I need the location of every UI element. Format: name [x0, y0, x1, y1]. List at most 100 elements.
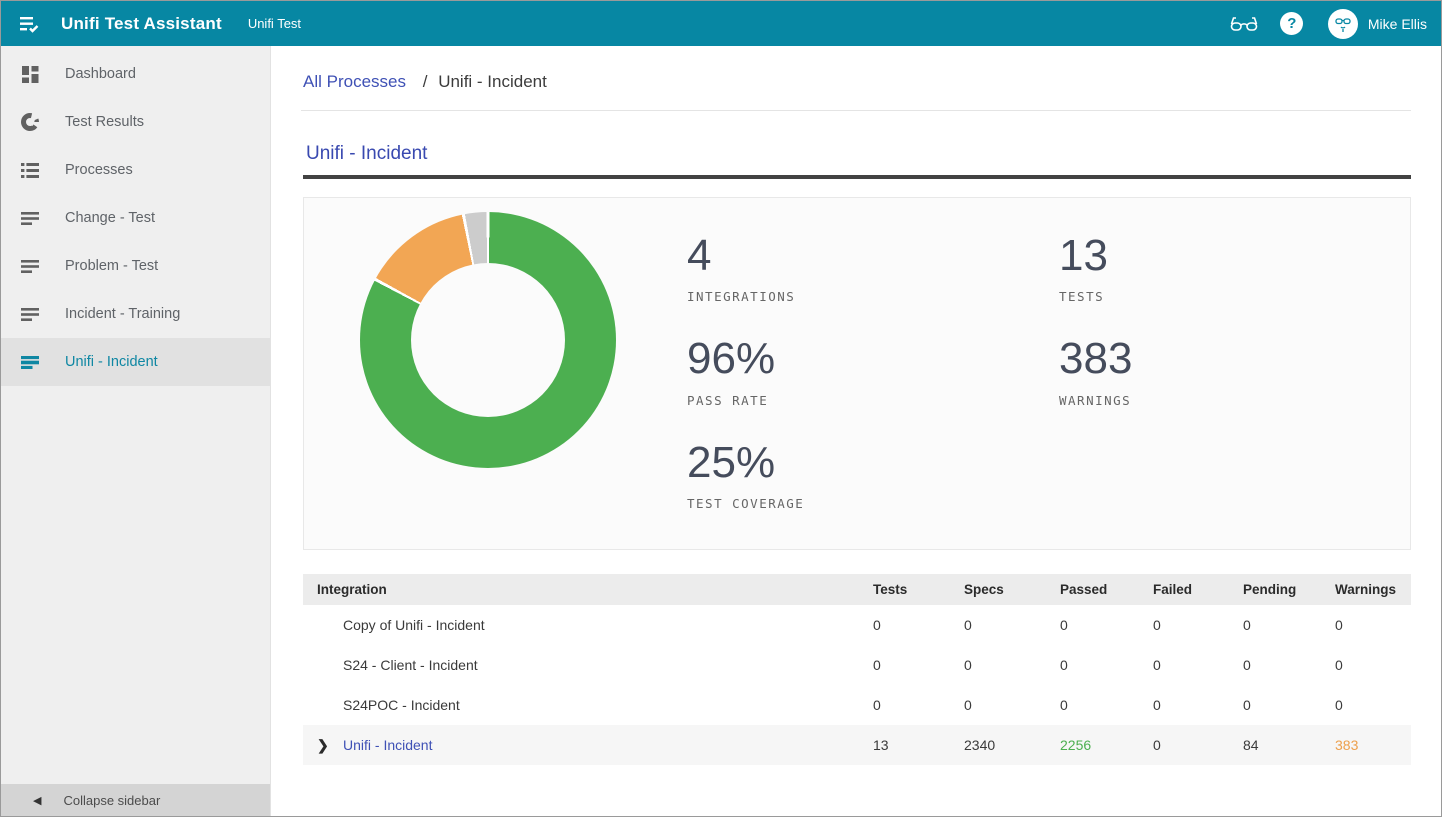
breadcrumb-current: Unifi - Incident	[438, 72, 547, 91]
stat-test-coverage: 25% TEST COVERAGE	[687, 437, 805, 512]
stat-label: PASS RATE	[687, 392, 769, 408]
column-header-passed: Passed	[1060, 582, 1108, 597]
column-header-tests: Tests	[873, 582, 908, 597]
stat-pass-rate: 96% PASS RATE	[687, 334, 804, 408]
sidebar-item-incident-training[interactable]: Incident - Training	[1, 290, 270, 338]
table-header-row: Integration Tests Specs Passed Failed Pending…	[303, 574, 1411, 605]
breadcrumb-all-processes-link[interactable]: All Processes	[303, 72, 406, 91]
stat-warnings: 383 WARNINGS	[1059, 334, 1133, 408]
table-row-unifi-incident: ❯ Unifi - Incident 13 2340 2256 0 84 383	[303, 725, 1411, 765]
stat-value: 96%	[687, 334, 776, 384]
collapse-arrow-icon: ◀	[33, 794, 42, 807]
donut-hole	[411, 263, 565, 417]
warnings-cell: 383	[1335, 737, 1359, 753]
menu-check-icon[interactable]	[15, 9, 45, 39]
summary-card: 4 INTEGRATIONS 96% PASS RATE 25% TEST COVERAG…	[303, 197, 1411, 550]
avatar[interactable]	[1327, 8, 1358, 39]
sidebar: Dashboard Test Results Processes Change - T…	[1, 46, 271, 816]
notes-icon	[21, 305, 39, 323]
tests-cell: 13	[873, 737, 889, 753]
specs-cell: 0	[964, 617, 972, 633]
sidebar-items: Dashboard Test Results Processes Change - T…	[1, 46, 270, 784]
expand-chevron-icon[interactable]: ❯	[317, 736, 329, 753]
sidebar-item-label: Test Results	[65, 114, 144, 130]
integration-name: S24POC - Incident	[343, 697, 460, 713]
column-header-warnings: Warnings	[1335, 582, 1397, 597]
notes-icon	[21, 257, 39, 275]
failed-cell: 0	[1153, 737, 1161, 753]
passed-cell: 0	[1060, 617, 1068, 633]
stat-label: WARNINGS	[1059, 392, 1132, 408]
passed-cell: 2256	[1060, 737, 1092, 753]
title-rule	[303, 175, 1411, 179]
top-app-bar: Unifi Test Assistant Unifi Test ? Mike E…	[1, 1, 1441, 46]
specs-cell: 2340	[964, 737, 996, 753]
tests-cell: 0	[873, 657, 881, 673]
breadcrumb-divider	[301, 110, 1411, 111]
integration-name: Copy of Unifi - Incident	[343, 617, 485, 633]
sidebar-item-label: Unifi - Incident	[65, 354, 158, 370]
sidebar-item-label: Problem - Test	[65, 258, 159, 274]
stat-value: 13	[1059, 231, 1108, 280]
sidebar-item-test-results[interactable]: Test Results	[1, 98, 270, 146]
breadcrumb: All Processes / Unifi - Incident	[271, 46, 1441, 92]
notes-icon	[21, 353, 39, 371]
integration-name-cell: ❯S24POC - Incident	[317, 697, 873, 714]
column-header-integration: Integration	[317, 582, 387, 597]
pending-cell: 84	[1243, 737, 1259, 753]
test-summary-donut-chart	[360, 212, 616, 468]
stat-value: 383	[1059, 334, 1133, 384]
stats-column-1: 4 INTEGRATIONS 96% PASS RATE 25% TEST COVERAG…	[687, 231, 805, 542]
warnings-cell: 0	[1335, 617, 1343, 633]
user-name[interactable]: Mike Ellis	[1367, 15, 1427, 32]
integration-name-cell: ❯S24 - Client - Incident	[317, 657, 873, 674]
sidebar-item-processes[interactable]: Processes	[1, 146, 270, 194]
stat-value: 4	[687, 231, 712, 280]
main-content: All Processes / Unifi - Incident Unifi -…	[271, 46, 1441, 816]
collapse-sidebar-button[interactable]: ◀ Collapse sidebar	[1, 784, 270, 816]
app-title: Unifi Test Assistant	[61, 13, 222, 33]
collapse-sidebar-label: Collapse sidebar	[63, 792, 161, 808]
integration-name[interactable]: Unifi - Incident	[343, 737, 433, 753]
sidebar-item-label: Change - Test	[65, 210, 156, 226]
stats-column-2: 13 TESTS 383 WARNINGS	[1059, 231, 1133, 439]
column-header-pending: Pending	[1243, 582, 1297, 597]
tests-cell: 0	[873, 697, 881, 713]
app-subtitle: Unifi Test	[247, 16, 302, 31]
help-icon[interactable]: ?	[1274, 6, 1310, 42]
sidebar-item-unifi-incident[interactable]: Unifi - Incident	[1, 338, 270, 386]
page-title: Unifi - Incident	[306, 143, 428, 164]
failed-cell: 0	[1153, 617, 1161, 633]
integrations-table: Integration Tests Specs Passed Failed Pending…	[303, 574, 1411, 765]
stat-label: TEST COVERAGE	[687, 496, 805, 512]
sidebar-item-dashboard[interactable]: Dashboard	[1, 50, 270, 98]
column-header-specs: Specs	[964, 582, 1004, 597]
breadcrumb-separator: /	[422, 72, 428, 91]
stat-label: TESTS	[1059, 289, 1105, 305]
notes-icon	[21, 209, 39, 227]
warnings-cell: 0	[1335, 697, 1343, 713]
pending-cell: 0	[1243, 697, 1251, 713]
sidebar-item-label: Processes	[65, 162, 133, 178]
specs-cell: 0	[964, 657, 972, 673]
sidebar-item-label: Incident - Training	[65, 306, 181, 322]
stat-tests: 13 TESTS	[1059, 231, 1132, 305]
dashboard-icon	[21, 65, 39, 83]
warnings-cell: 0	[1335, 657, 1343, 673]
failed-cell: 0	[1153, 697, 1161, 713]
stat-value: 25%	[687, 437, 776, 487]
glasses-icon[interactable]	[1226, 6, 1262, 42]
pending-cell: 0	[1243, 617, 1251, 633]
sidebar-item-label: Dashboard	[65, 66, 136, 82]
sidebar-item-change-test[interactable]: Change - Test	[1, 194, 270, 242]
failed-cell: 0	[1153, 657, 1161, 673]
integration-name-cell: ❯ Unifi - Incident	[317, 737, 873, 754]
specs-cell: 0	[964, 697, 972, 713]
column-header-failed: Failed	[1153, 582, 1193, 597]
list-icon	[21, 161, 39, 179]
passed-cell: 0	[1060, 657, 1068, 673]
sidebar-item-problem-test[interactable]: Problem - Test	[1, 242, 270, 290]
